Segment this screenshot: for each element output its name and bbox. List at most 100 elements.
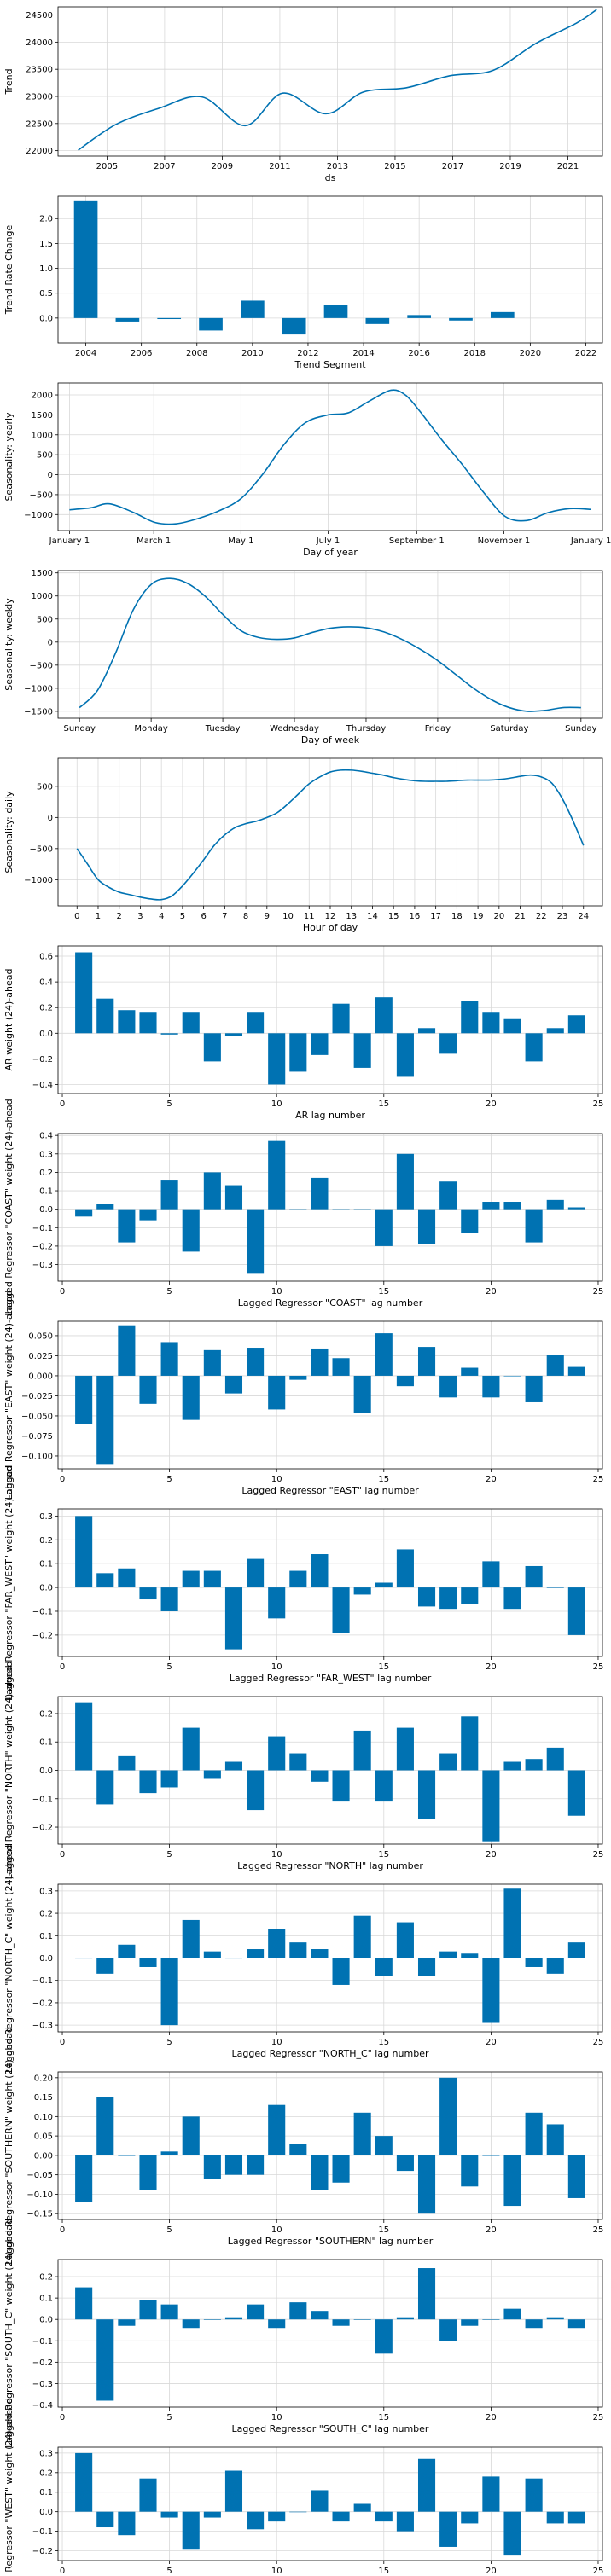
bar	[375, 1582, 393, 1588]
bar	[396, 1549, 414, 1588]
bar	[160, 1033, 178, 1035]
bar	[96, 1958, 114, 1974]
bar	[332, 1358, 350, 1376]
axes-frame	[57, 2071, 603, 2220]
chart-panel-11: 0 5 10 15 20 25 −0.3 −0.2 −0.1 0.0 0.1 0.2 0.3 Lagged…	[3, 1843, 603, 2073]
chart-panel-8: 0 5 10 15 20 25 −0.100 −0.075 −0.050 −0.025 0.000 0…	[3, 1291, 603, 1500]
chart-panel-2: 2004 2006 2008 2010 2012 2014 2016 2018 2020 2022…	[3, 195, 603, 370]
bar	[461, 1209, 479, 1233]
bar	[268, 1736, 286, 1771]
y-tick-label: 0.2	[39, 2273, 53, 2283]
y-tick-label: −0.075	[21, 1432, 53, 1442]
bar	[375, 997, 393, 1034]
bar	[439, 2077, 457, 2155]
y-tick-label: 0.1	[39, 1187, 53, 1197]
bar	[461, 1716, 479, 1771]
bar	[268, 1033, 286, 1085]
y-tick-label: −1500	[24, 707, 53, 717]
x-tick-label: 2012	[297, 349, 318, 358]
x-tick-label: 5	[166, 2413, 172, 2422]
y-tick-label: 0.0	[39, 1584, 53, 1593]
x-tick-label: 2016	[408, 349, 429, 358]
bar	[203, 2155, 221, 2179]
y-tick-label: 0.2	[39, 1004, 53, 1013]
bar	[289, 1570, 307, 1588]
bar	[396, 2155, 414, 2172]
bar	[439, 1753, 457, 1771]
y-tick-label: 1000	[32, 592, 53, 601]
x-tick-label: Wednesday	[270, 724, 319, 734]
x-tick-label: 20	[486, 2413, 497, 2422]
bar	[332, 1587, 350, 1633]
x-tick-label: Sunday	[63, 724, 95, 734]
bar	[203, 2319, 221, 2320]
bar	[224, 1761, 243, 1771]
bar	[157, 317, 182, 320]
x-tick-label: 10	[271, 2567, 282, 2573]
x-tick-label: 1	[96, 912, 101, 921]
bar	[282, 317, 306, 335]
x-tick-label: 13	[346, 912, 357, 921]
y-tick-label: −0.3	[32, 2380, 53, 2389]
bar	[417, 2458, 436, 2512]
y-tick-label: 22000	[26, 147, 53, 156]
bar	[311, 2155, 329, 2190]
x-tick-label: 22	[536, 912, 547, 921]
x-axis-label: Lagged Regressor "NORTH" lag number	[237, 1860, 423, 1871]
bar	[118, 1568, 136, 1588]
y-tick-label: 0.1	[39, 1932, 53, 1941]
y-tick-label: 2000	[32, 392, 53, 401]
bar	[160, 1958, 178, 2026]
bar	[353, 1730, 371, 1771]
bar	[289, 1942, 307, 1958]
y-tick-label: 0.1	[39, 1738, 53, 1748]
chart-panel-7: 0 5 10 15 20 25 −0.3 −0.2 −0.1 0.0 0.1 0.2 0.3 0.4 Lag…	[3, 1099, 603, 1316]
bar	[268, 1375, 286, 1410]
bar	[375, 1209, 393, 1246]
y-tick-label: −0.4	[32, 1081, 53, 1090]
bar	[268, 1587, 286, 1619]
bar	[439, 2511, 457, 2547]
x-axis-label: Hour of day	[303, 922, 358, 933]
bar	[439, 1587, 457, 1610]
y-tick-label: 0.20	[34, 2074, 53, 2083]
y-tick-label: −0.025	[21, 1392, 53, 1401]
x-tick-label: 2011	[269, 162, 290, 171]
bar	[546, 2124, 564, 2155]
x-tick-label: 5	[166, 1475, 172, 1484]
x-tick-label: 15	[378, 2038, 389, 2047]
bar	[118, 1325, 136, 1376]
bar	[503, 1761, 521, 1771]
bar	[311, 1770, 329, 1782]
x-axis-label: Day of week	[301, 734, 360, 746]
axes-frame	[57, 2446, 603, 2561]
bar	[567, 1015, 585, 1034]
x-tick-label: 5	[166, 1287, 172, 1297]
y-tick-label: 0.15	[34, 2093, 53, 2103]
y-tick-label: −1000	[24, 511, 53, 520]
y-tick-label: 0.4	[39, 978, 53, 988]
series-line	[76, 769, 585, 901]
bar	[182, 1209, 200, 1252]
bar	[375, 1958, 393, 1976]
x-tick-label: 5	[180, 912, 185, 921]
x-tick-label: September 1	[389, 537, 445, 546]
y-tick-label: 0.1	[39, 1560, 53, 1569]
x-tick-label: 2017	[442, 162, 463, 171]
y-tick-label: −0.4	[32, 2401, 53, 2411]
bar	[546, 1028, 564, 1034]
bar	[546, 1747, 564, 1771]
x-tick-label: 24	[578, 912, 589, 921]
bar	[417, 1209, 436, 1244]
bar	[247, 1949, 265, 1958]
x-tick-label: 25	[593, 1287, 604, 1297]
bar	[417, 1958, 436, 1976]
bar	[75, 1702, 93, 1771]
bar	[139, 1209, 157, 1221]
y-tick-label: 0.4	[39, 1132, 53, 1141]
bar	[247, 1770, 265, 1811]
y-tick-label: 2.0	[39, 215, 53, 224]
bar	[182, 1727, 200, 1771]
bar	[375, 2511, 393, 2522]
